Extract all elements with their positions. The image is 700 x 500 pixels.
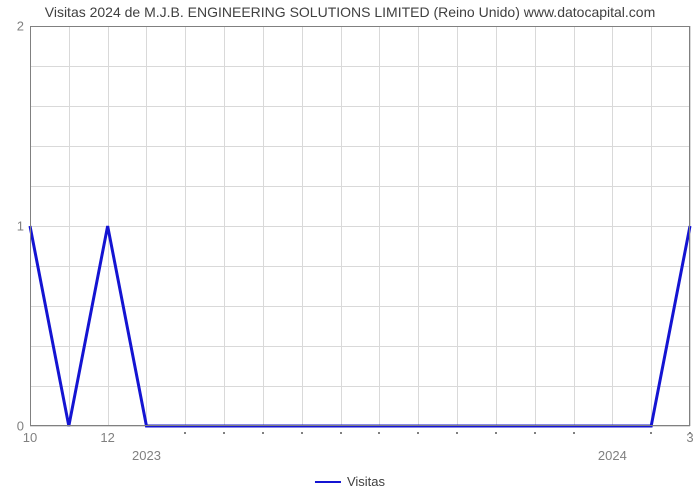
x-tick-dot xyxy=(689,432,691,434)
y-tick-label: 2 xyxy=(17,19,24,34)
y-tick-label: 1 xyxy=(17,219,24,234)
x-tick-dot xyxy=(456,432,458,434)
chart-title: Visitas 2024 de M.J.B. ENGINEERING SOLUT… xyxy=(45,4,656,20)
x-tick-dot xyxy=(573,432,575,434)
x-tick-dot xyxy=(378,432,380,434)
x-tick-label: 10 xyxy=(23,430,37,445)
x-tick-dot xyxy=(301,432,303,434)
x-tick-dot xyxy=(184,432,186,434)
x-year-label: 2024 xyxy=(598,448,627,463)
x-tick-dot xyxy=(534,432,536,434)
x-tick-dot xyxy=(340,432,342,434)
gridline-vertical xyxy=(690,26,691,426)
x-year-label: 2023 xyxy=(132,448,161,463)
x-tick-dot xyxy=(650,432,652,434)
legend-swatch xyxy=(315,481,341,483)
legend-label: Visitas xyxy=(347,474,385,489)
line-series xyxy=(30,26,690,426)
legend: Visitas xyxy=(315,474,385,489)
x-tick-label: 12 xyxy=(100,430,114,445)
series-line xyxy=(30,226,690,426)
x-tick-dot xyxy=(262,432,264,434)
x-tick-dot xyxy=(417,432,419,434)
plot-area: 0121012320232024 xyxy=(30,26,690,426)
x-tick-dot xyxy=(223,432,225,434)
x-tick-dot xyxy=(495,432,497,434)
